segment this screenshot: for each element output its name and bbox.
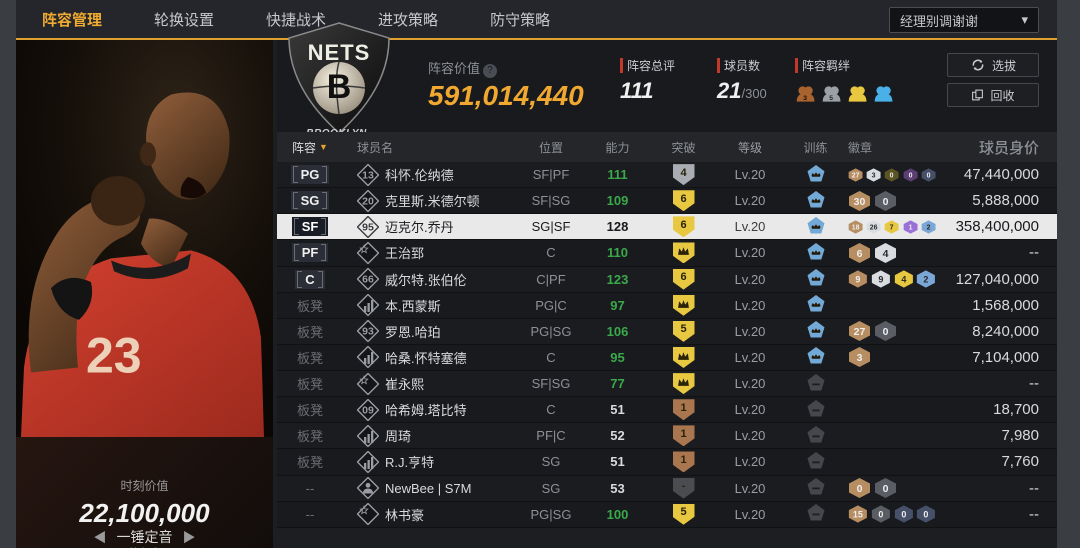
svg-text:0: 0 <box>878 510 883 520</box>
svg-text:B: B <box>327 68 352 106</box>
svg-text:27: 27 <box>854 326 866 338</box>
svg-text:3: 3 <box>872 172 876 179</box>
svg-text:18: 18 <box>852 224 860 231</box>
svg-text:30: 30 <box>854 196 866 208</box>
svg-text:0: 0 <box>926 172 930 179</box>
svg-text:7: 7 <box>890 224 894 231</box>
svg-text:0: 0 <box>883 326 889 338</box>
svg-text:2: 2 <box>924 274 929 284</box>
svg-text:0: 0 <box>924 510 929 520</box>
svg-text:3: 3 <box>857 352 863 364</box>
svg-text:27: 27 <box>852 172 860 179</box>
svg-text:09: 09 <box>362 404 374 416</box>
svg-text:0: 0 <box>883 483 889 495</box>
svg-text:0: 0 <box>908 172 912 179</box>
svg-text:4: 4 <box>883 248 889 260</box>
svg-text:9: 9 <box>878 274 883 284</box>
svg-text:2: 2 <box>926 224 930 231</box>
svg-text:93: 93 <box>362 326 374 338</box>
svg-text:23: 23 <box>86 328 142 384</box>
svg-text:13: 13 <box>362 169 374 181</box>
svg-text:9: 9 <box>855 274 860 284</box>
svg-text:5: 5 <box>829 95 833 102</box>
svg-text:6: 6 <box>857 248 863 260</box>
svg-text:1: 1 <box>908 224 912 231</box>
svg-text:0: 0 <box>890 172 894 179</box>
svg-text:4: 4 <box>901 274 906 284</box>
svg-text:20: 20 <box>362 195 374 207</box>
svg-text:26: 26 <box>870 224 878 231</box>
svg-text:0: 0 <box>883 196 889 208</box>
svg-text:3: 3 <box>803 95 807 102</box>
svg-text:15: 15 <box>853 510 863 520</box>
svg-text:0: 0 <box>901 510 906 520</box>
svg-text:66: 66 <box>362 274 374 286</box>
svg-text:0: 0 <box>857 483 863 495</box>
svg-text:NETS: NETS <box>308 40 371 65</box>
svg-text:95: 95 <box>362 221 374 233</box>
